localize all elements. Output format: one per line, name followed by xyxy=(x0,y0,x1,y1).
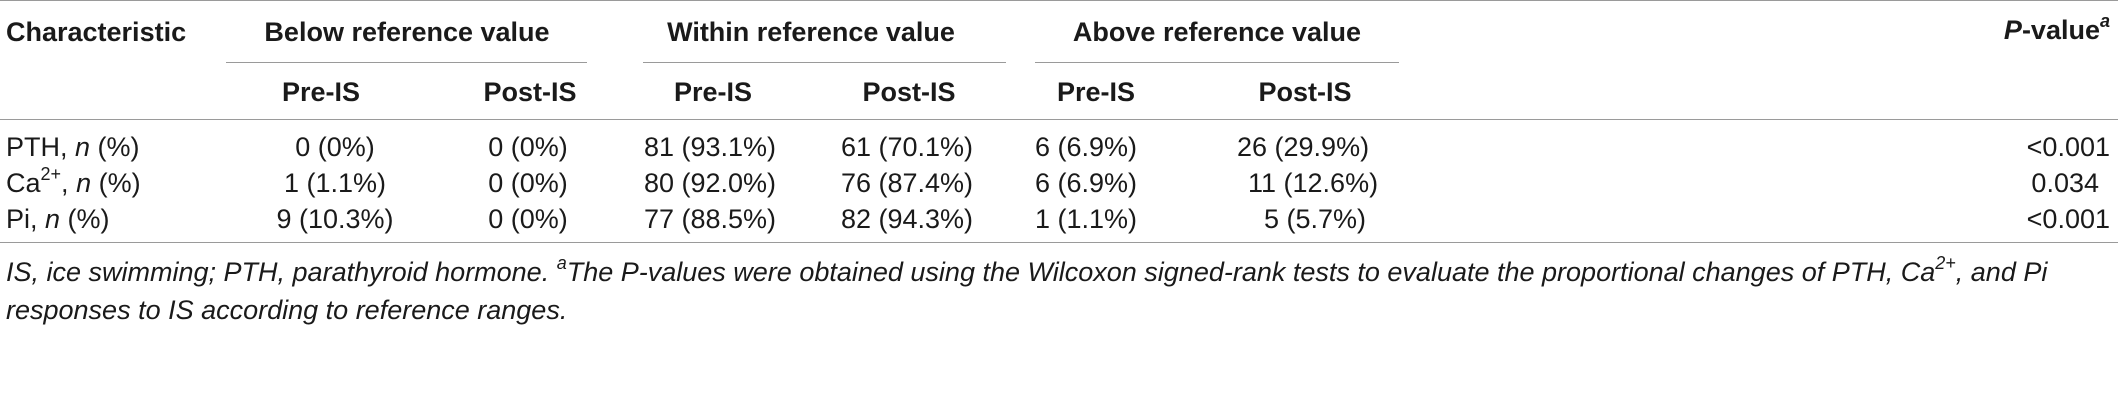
cell-pth-above-pre: 6 (6.9%) xyxy=(1035,132,1138,162)
row-label-ca: Ca2+, n (%) xyxy=(6,164,141,199)
cell-pth-above-post: 26 (29.9%) xyxy=(1237,132,1370,162)
footnote-sup-ca: 2+ xyxy=(1935,253,1956,273)
row-label-tail: (%) xyxy=(60,204,110,234)
cell-ca-above-post: 11 (12.6%) xyxy=(1248,168,1379,198)
row-label-text: PTH, xyxy=(6,132,76,162)
row-label-pth: PTH, n (%) xyxy=(6,131,140,163)
cell-pi-within-pre: 77 (88.5%) xyxy=(643,204,777,234)
cell-pi-below-pre: 9 (10.3%) xyxy=(276,204,394,234)
header-p-rest: -value xyxy=(2021,15,2100,45)
header-p-italic: P xyxy=(2003,15,2022,45)
header-below-pre: Pre-IS xyxy=(281,77,361,107)
header-below-reference: Below reference value xyxy=(264,17,550,47)
above-group-rule xyxy=(1035,62,1399,63)
footnote-sup-a: a xyxy=(556,253,567,273)
footnote-abbreviations: IS, ice swimming; PTH, parathyroid hormo… xyxy=(6,257,557,287)
cell-ca-within-post: 76 (87.4%) xyxy=(840,168,974,198)
row-label-n: n xyxy=(75,132,91,162)
cell-pth-within-pre: 81 (93.1%) xyxy=(643,132,777,162)
header-above-reference: Above reference value xyxy=(1072,17,1362,47)
header-within-pre: Pre-IS xyxy=(673,77,753,107)
header-within-post: Post-IS xyxy=(862,77,956,107)
cell-pi-p: <0.001 xyxy=(2026,204,2110,234)
cell-ca-below-pre: 1 (1.1%) xyxy=(283,168,387,198)
header-p-sup: a xyxy=(2099,11,2110,31)
cell-pth-p: <0.001 xyxy=(2026,132,2110,162)
below-group-rule xyxy=(226,62,587,63)
header-p-value: P-valuea xyxy=(2003,11,2110,46)
row-label-comma: , xyxy=(61,168,77,198)
cell-pi-above-pre: 1 (1.1%) xyxy=(1035,204,1138,234)
row-label-sup: 2+ xyxy=(40,164,62,184)
row-label-n: n xyxy=(45,204,61,234)
cell-pth-below-post: 0 (0%) xyxy=(488,132,568,162)
cell-pth-below-pre: 0 (0%) xyxy=(295,132,375,162)
row-label-tail: (%) xyxy=(90,132,140,162)
cell-pi-within-post: 82 (94.3%) xyxy=(840,204,974,234)
cell-ca-p: 0.034 xyxy=(2031,168,2099,198)
header-within-reference: Within reference value xyxy=(667,17,955,47)
footnote-text: The P-values were obtained using the Wil… xyxy=(566,257,1936,287)
row-label-tail: (%) xyxy=(91,168,141,198)
row-label-n: n xyxy=(76,168,92,198)
within-group-rule xyxy=(643,62,1006,63)
row-label-pi: Pi, n (%) xyxy=(6,203,110,235)
table-bottom-rule xyxy=(0,242,2118,243)
header-above-pre: Pre-IS xyxy=(1056,77,1136,107)
cell-pi-below-post: 0 (0%) xyxy=(488,204,568,234)
header-bottom-rule xyxy=(0,119,2118,120)
header-characteristic: Characteristic xyxy=(6,17,187,47)
header-above-post: Post-IS xyxy=(1258,77,1352,107)
footnote-text-end: , and Pi responses to IS according to re… xyxy=(6,257,2048,325)
row-label-text: Ca xyxy=(6,168,41,198)
cell-ca-within-pre: 80 (92.0%) xyxy=(643,168,777,198)
cell-ca-above-pre: 6 (6.9%) xyxy=(1035,168,1138,198)
cell-ca-below-post: 0 (0%) xyxy=(488,168,568,198)
table-footnote: IS, ice swimming; PTH, parathyroid hormo… xyxy=(6,253,2106,329)
cell-pth-within-post: 61 (70.1%) xyxy=(840,132,974,162)
cell-pi-above-post: 5 (5.7%) xyxy=(1264,204,1367,234)
table-top-rule xyxy=(0,0,2118,1)
row-label-text: Pi, xyxy=(6,204,46,234)
header-below-post: Post-IS xyxy=(483,77,577,107)
